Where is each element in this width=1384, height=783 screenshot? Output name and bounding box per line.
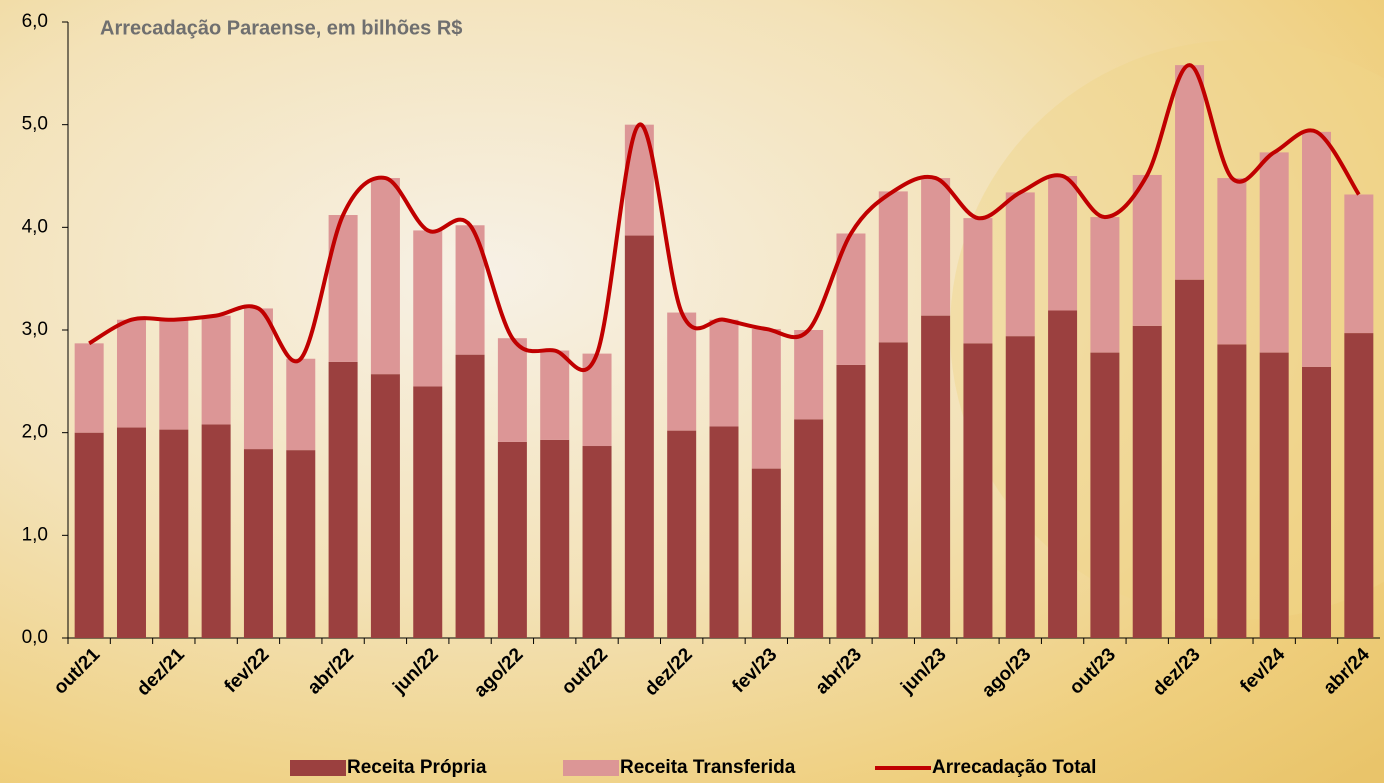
bar [667,313,696,431]
bar [752,329,781,469]
bar [879,342,908,638]
bar [202,316,231,425]
bar [710,320,739,427]
y-tick-label: 5,0 [22,114,48,135]
chart-title: Arrecadação Paraense, em bilhões R$ [100,17,462,39]
page: Arrecadação Paraense, em bilhões R$ 0,0 1… [0,0,1384,783]
y-tick-label: 2,0 [22,422,48,443]
bar [667,431,696,638]
bar [540,440,569,638]
bar [1090,353,1119,638]
bar [244,449,273,638]
bar [1302,132,1331,367]
bar [329,215,358,362]
bar [498,442,527,638]
bar [1217,344,1246,638]
bar [75,343,104,432]
bar [625,236,654,638]
bar [1344,333,1373,638]
bar [1260,152,1289,352]
bar [329,362,358,638]
bar [1048,310,1077,638]
bar [371,178,400,374]
bar [963,343,992,638]
bar [1133,175,1162,326]
bar [963,218,992,343]
bar [836,365,865,638]
bar [413,386,442,638]
bar [1133,326,1162,638]
bar [794,419,823,638]
bar [1175,280,1204,638]
bar [1090,217,1119,353]
bar [879,191,908,342]
bar [921,178,950,316]
bar [286,359,315,450]
bar [456,355,485,638]
legend-label: Receita Própria [347,757,487,778]
bar [75,433,104,638]
bar [413,230,442,386]
bar [286,450,315,638]
bar [921,316,950,638]
bar [498,338,527,442]
y-tick-label: 0,0 [22,627,48,648]
bar [752,469,781,638]
bar [1344,194,1373,333]
bar [583,446,612,638]
bar [1006,336,1035,638]
bar [117,320,146,428]
y-tick-label: 4,0 [22,216,48,237]
bar [202,424,231,638]
bar [1302,367,1331,638]
bar [1260,353,1289,638]
bar [244,308,273,449]
bar [159,320,188,430]
legend-swatch [290,760,346,776]
bar [117,428,146,638]
bar [710,427,739,638]
bar [794,330,823,419]
y-tick-label: 1,0 [22,524,48,545]
bar [1006,192,1035,336]
bar [1175,65,1204,280]
legend-label: Arrecadação Total [932,757,1096,778]
legend-swatch [563,760,619,776]
bar [540,351,569,440]
bar [1217,178,1246,344]
chart: Arrecadação Paraense, em bilhões R$ 0,0 1… [0,0,1384,783]
y-tick-label: 6,0 [22,11,48,32]
bar [159,430,188,638]
legend-label: Receita Transferida [620,757,796,778]
bar [371,374,400,638]
y-tick-label: 3,0 [22,319,48,340]
bar [1048,176,1077,310]
